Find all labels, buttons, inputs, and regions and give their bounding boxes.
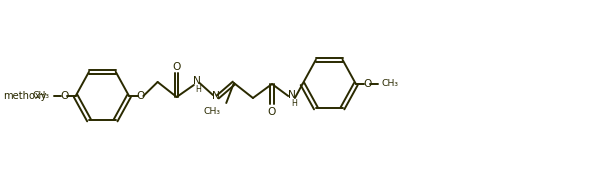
- Text: H: H: [196, 86, 202, 95]
- Text: N: N: [288, 90, 296, 100]
- Text: CH₃: CH₃: [33, 91, 50, 100]
- Text: CH₃: CH₃: [382, 80, 399, 89]
- Text: O: O: [136, 91, 145, 101]
- Text: O: O: [268, 107, 276, 117]
- Text: N: N: [212, 91, 219, 101]
- Text: O: O: [363, 79, 371, 89]
- Text: H: H: [291, 99, 297, 108]
- Text: O: O: [60, 91, 68, 101]
- Text: methoxy: methoxy: [4, 91, 47, 101]
- Text: CH₃: CH₃: [203, 106, 221, 115]
- Text: N: N: [193, 76, 201, 86]
- Text: O: O: [172, 62, 181, 72]
